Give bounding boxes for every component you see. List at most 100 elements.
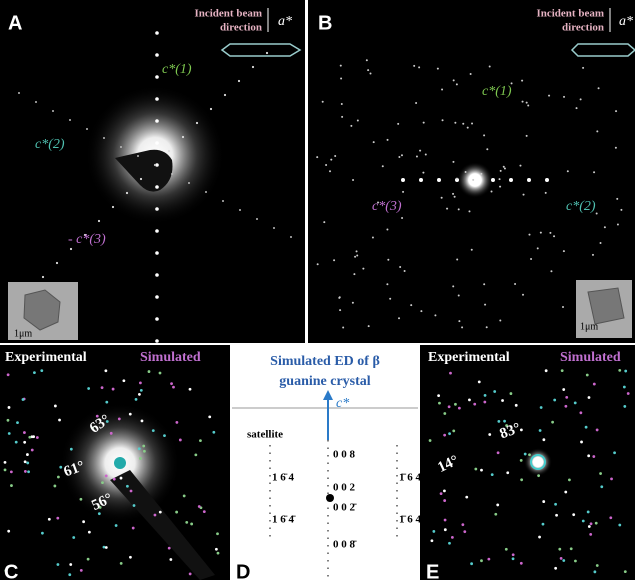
diffraction-spot: [33, 371, 36, 374]
diffraction-spot: [437, 68, 439, 70]
diffraction-spot: [175, 511, 178, 514]
diffraction-spot: [627, 392, 630, 395]
diffraction-spot: [239, 209, 241, 211]
annotation: c*(2): [35, 137, 65, 152]
diffraction-spot: [10, 484, 13, 487]
diffraction-spot: [40, 369, 43, 372]
diffraction-spot: [593, 171, 595, 173]
diffraction-spot: [448, 405, 451, 408]
diffraction-spot: [448, 432, 451, 435]
diffraction-spot: [548, 95, 550, 97]
diffraction-spot: [609, 516, 612, 519]
diffraction-spot: [31, 449, 34, 452]
annotation: c*(2): [566, 199, 596, 214]
diffraction-spot: [600, 242, 602, 244]
diffraction-spot: [553, 235, 555, 237]
diffraction-spot: [458, 295, 460, 297]
diffraction-spot: [367, 69, 369, 71]
reflection: 0 0 2̄: [333, 502, 357, 514]
diffraction-spot: [562, 559, 565, 562]
diffraction-spot: [112, 388, 115, 391]
diffraction-spot: [446, 208, 448, 210]
diffraction-spot: [198, 505, 201, 508]
diffraction-spot: [354, 256, 356, 258]
diffraction-spot: [522, 294, 524, 296]
diffraction-spot: [382, 165, 384, 167]
diffraction-spot: [599, 472, 602, 475]
diffraction-spot: [538, 536, 541, 539]
diffraction-spot: [480, 559, 483, 562]
diffraction-spot: [486, 326, 488, 328]
diffraction-spot: [404, 270, 406, 272]
diffraction-spot: [155, 185, 159, 189]
diffraction-spot: [330, 159, 332, 161]
diffraction-spot: [356, 254, 358, 256]
diffraction-spot: [333, 259, 335, 261]
diffraction-spot: [169, 558, 172, 561]
diffraction-spot: [87, 387, 90, 390]
diffraction-spot: [560, 557, 563, 560]
diffraction-spot: [480, 469, 483, 472]
diffraction-spot: [585, 426, 588, 429]
diffraction-spot: [572, 513, 575, 516]
diffraction-spot: [132, 527, 135, 530]
left-title: Experimental: [428, 350, 510, 365]
diffraction-spot: [373, 141, 375, 143]
scale-bar: 1μm: [14, 328, 32, 339]
diffraction-spot: [592, 455, 595, 458]
diffraction-spot: [23, 431, 26, 434]
diffraction-spot: [554, 503, 557, 506]
diffraction-spot: [356, 250, 358, 252]
axis-label: a*: [278, 14, 292, 29]
diffraction-spot: [456, 83, 458, 85]
panel-label: D: [236, 561, 250, 580]
diffraction-spot: [452, 161, 454, 163]
diffraction-spot: [273, 227, 275, 229]
diffraction-spot: [593, 570, 596, 573]
diffraction-spot: [419, 150, 421, 152]
diffraction-spot: [456, 178, 458, 180]
diffraction-spot: [189, 573, 192, 576]
diffraction-spot: [582, 520, 585, 523]
diffraction-spot: [503, 420, 506, 423]
diffraction-spot: [53, 485, 56, 488]
diffraction-spot: [323, 221, 325, 223]
diffraction-spot: [171, 173, 173, 175]
diffraction-spot: [52, 110, 54, 112]
diffraction-spot: [590, 522, 593, 525]
diffraction-spot: [126, 485, 129, 488]
diffraction-spot: [42, 276, 44, 278]
diffraction-spot: [624, 370, 627, 373]
diffraction-spot: [415, 102, 417, 104]
diffraction-spot: [401, 217, 403, 219]
diffraction-spot: [429, 439, 432, 442]
diffraction-spot: [215, 548, 218, 551]
diffraction-spot: [462, 123, 464, 125]
diffraction-spot: [568, 479, 571, 482]
diffraction-spot: [182, 136, 184, 138]
diffraction-spot: [483, 401, 486, 404]
diffraction-spot: [118, 418, 121, 421]
diffraction-spot: [515, 404, 518, 407]
diffraction-spot: [420, 310, 422, 312]
diffraction-spot: [443, 434, 446, 437]
diffraction-spot: [120, 477, 123, 480]
diffraction-spot: [493, 390, 496, 393]
diffraction-spot: [542, 523, 545, 526]
diffraction-spot: [68, 573, 71, 576]
diffraction-spot: [82, 520, 85, 523]
diffraction-spot: [175, 421, 178, 424]
diffraction-spot: [512, 553, 515, 556]
diffraction-spot: [205, 191, 207, 193]
diffraction-spot: [431, 539, 434, 542]
right-title: Simulated: [560, 350, 621, 365]
diffraction-spot: [170, 382, 173, 385]
diffraction-spot: [467, 127, 469, 129]
diffraction-spot: [105, 546, 108, 549]
diffraction-spot: [154, 164, 156, 166]
diffraction-spot: [352, 302, 354, 304]
diffraction-spot: [499, 178, 501, 180]
diffraction-spot: [4, 468, 7, 471]
diffraction-spot: [441, 88, 443, 90]
diffraction-spot: [623, 405, 626, 408]
